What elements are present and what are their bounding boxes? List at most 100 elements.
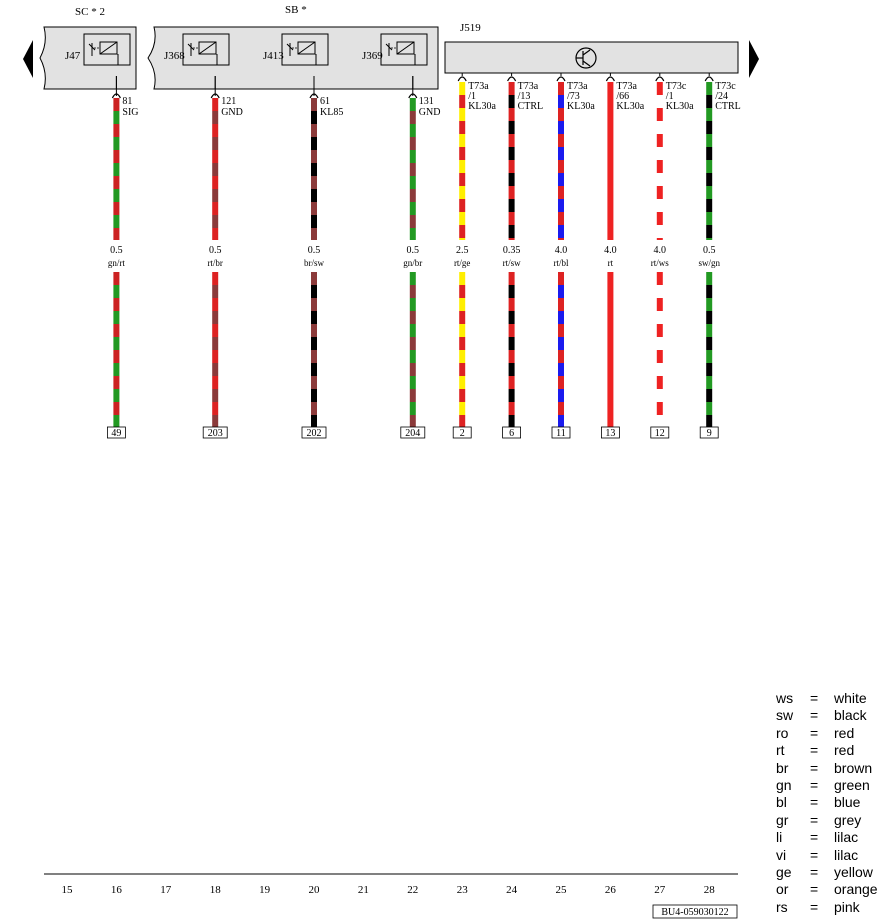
connector-box [601, 426, 620, 439]
legend-color-name: black [834, 707, 867, 724]
legend-equals: = [810, 864, 819, 881]
legend-row: sw = black [776, 707, 881, 724]
relay-j413: J413 [263, 33, 329, 66]
legend-row: gr = grey [776, 812, 881, 829]
ruler-column-18: 18 [210, 884, 222, 896]
column-ruler: 15 16 17 18 19 20 21 22 23 24 25 26 27 28 [62, 884, 716, 896]
connector-box [107, 426, 126, 439]
connector-box [301, 426, 327, 439]
legend-abbreviation: bl [776, 794, 787, 811]
legend-equals: = [810, 898, 819, 915]
legend-color-name: yellow [834, 864, 873, 881]
wire-color-code: rt/ge [454, 258, 471, 268]
terminal-pin: /1 [468, 91, 476, 102]
legend-abbreviation: gr [776, 811, 789, 828]
wire-function: CTRL [518, 101, 544, 112]
legend-row: li = lilac [776, 829, 881, 846]
connector-box [452, 426, 472, 439]
connector-number: 11 [556, 428, 566, 439]
legend-abbreviation: rs [776, 898, 788, 915]
legend-equals: = [810, 724, 819, 741]
connector-number: 204 [405, 428, 420, 439]
legend-abbreviation: li [776, 829, 783, 846]
terminal-code: T73c [715, 81, 736, 92]
legend-equals: = [810, 759, 819, 776]
legend-abbreviation: br [776, 759, 789, 776]
relay-label: J369 [362, 50, 383, 62]
wire-function: KL85 [320, 107, 343, 118]
ruler-column-21: 21 [358, 884, 369, 896]
connector-number: 49 [111, 428, 121, 439]
ruler-column-17: 17 [160, 884, 172, 896]
next-page-arrow-icon[interactable] [749, 40, 759, 78]
terminal-pin: /24 [715, 91, 728, 102]
wire-group: 81SIG0.5gn/rt49121GND0.5rt/br20361KL850.… [107, 73, 741, 439]
wire-size: 4.0 [604, 245, 617, 256]
wire-color-code: br/sw [304, 258, 325, 268]
terminal-code: T73a [616, 81, 637, 92]
wire-color-code: rt [608, 258, 614, 268]
relay-j47: J47 [65, 33, 131, 66]
connector-number: 202 [307, 428, 322, 439]
terminal-pin: /13 [518, 91, 531, 102]
legend-equals: = [810, 794, 819, 811]
legend-color-name: orange [834, 881, 878, 898]
wire-function: GND [419, 107, 441, 118]
sb-header: SB * [285, 4, 307, 16]
transistor-icon [575, 47, 597, 69]
wire-size: 0.5 [308, 245, 321, 256]
wire-color-code: rt/sw [503, 258, 522, 268]
legend-color-name: blue [834, 794, 861, 811]
legend-row: rt = red [776, 742, 881, 759]
wire-function: KL30a [567, 101, 595, 112]
legend-row: ge = yellow [776, 864, 881, 881]
terminal-icon [507, 76, 517, 82]
wire-color-code: gn/br [403, 258, 422, 268]
j519-header: J519 [460, 22, 481, 34]
terminal-icon [605, 76, 615, 82]
legend-row: ro = red [776, 725, 881, 742]
relay-j369: J369 [362, 33, 428, 66]
legend-equals: = [810, 811, 819, 828]
connector-number: 6 [509, 428, 514, 439]
connector-box [202, 426, 228, 439]
wire-color-code: gn/rt [108, 258, 125, 268]
legend-color-name: lilac [834, 829, 859, 846]
legend-equals: = [810, 881, 819, 898]
pin-number: 121 [221, 96, 236, 107]
terminal-code: T73a [518, 81, 539, 92]
previous-page-arrow-icon[interactable] [23, 40, 33, 78]
legend-abbreviation: ro [776, 724, 789, 741]
connector-box [650, 426, 670, 439]
relay-j368: J368 [164, 33, 230, 66]
connector-number: 13 [605, 428, 615, 439]
connector-number: 12 [655, 428, 665, 439]
wire-function: KL30a [616, 101, 644, 112]
ruler-column-25: 25 [556, 884, 568, 896]
connector-number: 9 [707, 428, 712, 439]
ruler-column-27: 27 [654, 884, 666, 896]
connector-box [502, 426, 522, 439]
legend-color-name: red [834, 742, 855, 759]
legend-row: br = brown [776, 760, 881, 777]
legend-abbreviation: gn [776, 777, 792, 794]
legend-row: bl = blue [776, 794, 881, 811]
connector-box [699, 426, 719, 439]
terminal-code: T73c [666, 81, 687, 92]
ruler-column-19: 19 [259, 884, 271, 896]
legend-abbreviation: or [776, 881, 789, 898]
wire-function: KL30a [468, 101, 496, 112]
wire-size: 2.5 [456, 245, 469, 256]
wire-size: 0.5 [209, 245, 222, 256]
j519-module [444, 41, 739, 74]
doc-code: BU4-059030122 [661, 907, 728, 918]
wire-function: KL30a [666, 101, 694, 112]
relay-carrier-sb [147, 26, 439, 90]
legend-abbreviation: ge [776, 864, 792, 881]
relay-carrier-sc [39, 26, 137, 90]
wire-size: 4.0 [555, 245, 568, 256]
